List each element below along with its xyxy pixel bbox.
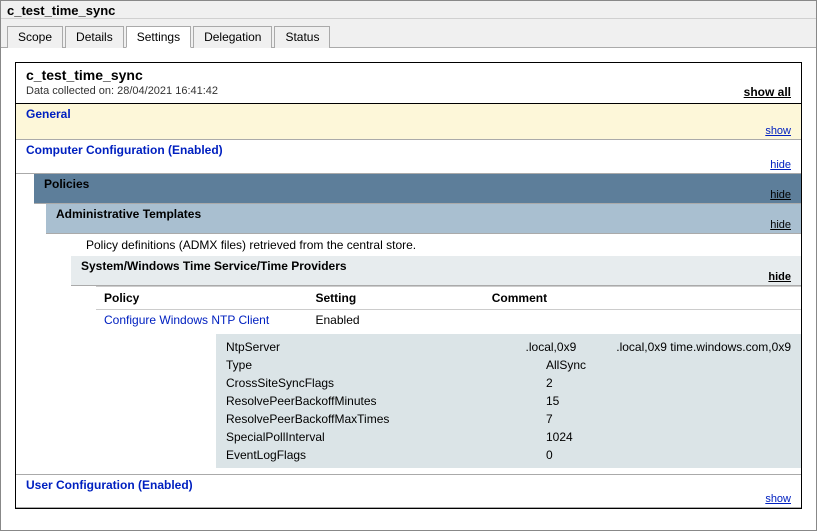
tab-delegation[interactable]: Delegation	[193, 26, 272, 48]
window-title: c_test_time_sync	[1, 1, 816, 19]
setting-val: .local,0x9 .local,0x9 time.windows.com,0…	[526, 340, 791, 354]
section-general[interactable]: General show	[16, 104, 801, 140]
setting-row-crosssite: CrossSiteSyncFlags 2	[216, 374, 801, 392]
setting-row-ntpserver: NtpServer .local,0x9 .local,0x9 time.win…	[216, 338, 801, 356]
section-policies[interactable]: Policies hide	[34, 174, 801, 204]
show-all-link[interactable]: show all	[744, 85, 791, 99]
policy-link-ntp-client[interactable]: Configure Windows NTP Client	[104, 313, 269, 327]
setting-val: 15	[546, 394, 791, 408]
setting-row-resolvemin: ResolvePeerBackoffMinutes 15	[216, 392, 801, 410]
setting-val: 0	[546, 448, 791, 462]
tab-settings[interactable]: Settings	[126, 26, 191, 48]
section-path-label: System/Windows Time Service/Time Provide…	[71, 256, 801, 276]
col-policy: Policy	[96, 287, 308, 310]
policy-table: Policy Setting Comment Configure Windows…	[96, 287, 801, 330]
tab-strip: Scope Details Settings Delegation Status	[1, 19, 816, 48]
policy-report: c_test_time_sync Data collected on: 28/0…	[15, 62, 802, 509]
settings-content: c_test_time_sync Data collected on: 28/0…	[1, 48, 816, 525]
section-policies-label: Policies	[34, 174, 801, 194]
section-computer-configuration[interactable]: Computer Configuration (Enabled) hide	[16, 140, 801, 174]
section-user-configuration[interactable]: User Configuration (Enabled) show	[16, 474, 801, 508]
policy-comment-value	[484, 310, 801, 331]
policy-settings-detail: NtpServer .local,0x9 .local,0x9 time.win…	[216, 334, 801, 468]
setting-row-resolvemax: ResolvePeerBackoffMaxTimes 7	[216, 410, 801, 428]
setting-key: ResolvePeerBackoffMaxTimes	[226, 412, 546, 426]
section-general-toggle[interactable]: show	[765, 125, 791, 137]
col-comment: Comment	[484, 287, 801, 310]
setting-key: NtpServer	[226, 340, 526, 354]
report-title: c_test_time_sync	[26, 67, 791, 83]
section-time-providers[interactable]: System/Windows Time Service/Time Provide…	[71, 256, 801, 286]
setting-key: ResolvePeerBackoffMinutes	[226, 394, 546, 408]
col-setting: Setting	[308, 287, 484, 310]
policy-table-wrap: Policy Setting Comment Configure Windows…	[96, 286, 801, 468]
tab-status[interactable]: Status	[274, 26, 330, 48]
section-compconf-label: Computer Configuration (Enabled)	[16, 140, 801, 160]
setting-val: AllSync	[546, 358, 791, 372]
setting-val: 7	[546, 412, 791, 426]
setting-row-type: Type AllSync	[216, 356, 801, 374]
setting-row-eventlog: EventLogFlags 0	[216, 446, 801, 464]
section-admin-templates[interactable]: Administrative Templates hide	[46, 204, 801, 234]
report-collected: Data collected on: 28/04/2021 16:41:42	[26, 85, 791, 97]
setting-val: 2	[546, 376, 791, 390]
setting-key: EventLogFlags	[226, 448, 546, 462]
tab-scope[interactable]: Scope	[7, 26, 63, 48]
section-userconf-toggle[interactable]: show	[765, 493, 791, 505]
setting-val: 1024	[546, 430, 791, 444]
policy-setting-value: Enabled	[308, 310, 484, 331]
table-row: Configure Windows NTP Client Enabled	[96, 310, 801, 331]
section-admin-toggle[interactable]: hide	[770, 219, 791, 231]
gpo-settings-window: c_test_time_sync Scope Details Settings …	[0, 0, 817, 531]
section-userconf-label: User Configuration (Enabled)	[16, 475, 801, 495]
setting-key: CrossSiteSyncFlags	[226, 376, 546, 390]
setting-key: SpecialPollInterval	[226, 430, 546, 444]
section-policies-toggle[interactable]: hide	[770, 189, 791, 201]
setting-key: Type	[226, 358, 546, 372]
setting-row-specialpoll: SpecialPollInterval 1024	[216, 428, 801, 446]
table-header-row: Policy Setting Comment	[96, 287, 801, 310]
report-header: c_test_time_sync Data collected on: 28/0…	[16, 63, 801, 104]
section-general-label: General	[16, 104, 801, 124]
section-path-toggle[interactable]: hide	[768, 271, 791, 283]
admx-note: Policy definitions (ADMX files) retrieve…	[76, 234, 801, 256]
section-admin-label: Administrative Templates	[46, 204, 801, 224]
tab-details[interactable]: Details	[65, 26, 124, 48]
section-compconf-toggle[interactable]: hide	[770, 159, 791, 171]
